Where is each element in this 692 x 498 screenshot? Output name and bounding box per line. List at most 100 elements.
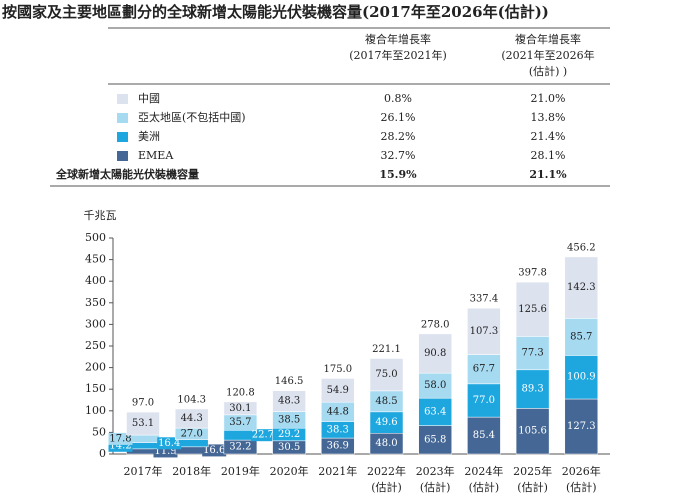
value-label: 107.3	[470, 326, 499, 337]
total-row-name: 全球新增太陽能光伏裝機容量	[55, 167, 199, 181]
cagr-value: 21.4%	[531, 130, 566, 143]
value-label: 100.9	[567, 372, 596, 383]
y-tick-label: 100	[85, 404, 106, 417]
y-tick-label: 300	[85, 317, 106, 330]
bar-segment	[467, 354, 501, 385]
value-label: 65.8	[424, 434, 446, 445]
cagr-value: 21.0%	[531, 92, 566, 105]
value-label: 63.4	[424, 406, 446, 417]
bar-segment	[418, 372, 452, 399]
label-box	[157, 437, 182, 450]
y-tick-label: 200	[85, 361, 106, 374]
total-label: 337.4	[470, 294, 499, 305]
bar-segment	[418, 397, 452, 426]
x-tick-note: (估計)	[566, 480, 597, 494]
table-header: 複合年增長率	[515, 32, 581, 46]
value-label: 48.0	[375, 438, 397, 449]
value-label: 38.5	[278, 414, 300, 425]
value-label: 77.3	[521, 348, 543, 359]
bar-segment	[418, 425, 452, 455]
value-label: 58.0	[424, 380, 446, 391]
value-label: 11.9	[154, 446, 176, 457]
total-label: 278.0	[421, 319, 450, 330]
total-label: 120.8	[226, 387, 255, 398]
legend-swatch	[117, 132, 128, 142]
y-tick-label: 350	[85, 296, 106, 309]
value-label: 16.6	[203, 445, 225, 456]
x-tick-label: 2019年	[221, 464, 260, 478]
cagr-value: 26.1%	[381, 111, 416, 124]
total-label: 456.2	[567, 242, 596, 253]
bar-segment	[467, 416, 501, 455]
value-label: 17.8	[109, 433, 131, 444]
value-label: 35.7	[229, 417, 251, 428]
cagr-value: 0.8%	[384, 92, 412, 105]
y-unit: 千兆瓦	[84, 209, 117, 222]
bar-segment	[564, 398, 599, 455]
value-label: 89.3	[521, 384, 543, 395]
y-tick-label: 250	[85, 339, 106, 352]
cagr-value: 28.1%	[531, 149, 566, 162]
total-label: 175.0	[323, 364, 352, 375]
x-tick-label: 2026年	[562, 464, 601, 478]
value-label: 36.9	[327, 441, 349, 452]
legend-label: EMEA	[138, 149, 174, 162]
table-header: (2017年至2021年)	[349, 48, 447, 62]
legend-label: 中國	[138, 92, 160, 105]
value-label: 54.9	[327, 385, 349, 396]
legend-swatch	[117, 151, 128, 161]
table-header: (估計) )	[529, 64, 567, 78]
bar-segment	[272, 390, 306, 412]
y-tick-label: 50	[92, 425, 106, 438]
y-tick-label: 500	[85, 231, 106, 244]
value-label: 30.5	[278, 442, 300, 453]
bar-segment	[515, 336, 550, 371]
value-label: 48.3	[278, 396, 300, 407]
label-box	[108, 432, 133, 445]
value-label: 44.8	[327, 406, 349, 417]
value-label: 22.7	[252, 430, 274, 441]
x-tick-label: 2025年	[513, 464, 552, 478]
value-label: 29.2	[278, 429, 300, 440]
x-tick-note: (估計)	[420, 480, 451, 494]
x-tick-label: 2020年	[270, 464, 309, 478]
bar-segment	[515, 281, 550, 337]
total-label: 104.3	[177, 394, 206, 405]
value-label: 53.1	[132, 418, 154, 429]
value-label: 44.3	[181, 413, 203, 424]
table-header: 複合年增長率	[365, 32, 431, 46]
total-label: 397.8	[518, 268, 547, 279]
x-tick-label: 2022年	[367, 464, 406, 478]
bar-segment	[174, 408, 209, 429]
label-box	[250, 429, 275, 442]
value-label: 30.1	[229, 403, 251, 414]
y-tick-label: 400	[85, 274, 106, 287]
legend-swatch	[117, 113, 128, 123]
bar-segment	[467, 383, 501, 418]
bar-segment	[369, 358, 404, 392]
cagr-value: 32.7%	[381, 149, 416, 162]
bar-segment	[564, 318, 599, 356]
value-label: 77.0	[473, 395, 495, 406]
bar-segment	[564, 355, 599, 400]
table-header: (2021年至2026年	[501, 48, 594, 62]
value-label: 14.2	[109, 440, 131, 451]
bar-segment	[515, 369, 550, 409]
x-tick-note: (估計)	[517, 480, 548, 494]
value-label: 105.6	[518, 426, 547, 437]
total-cagr: 21.1%	[529, 168, 567, 181]
value-label: 142.3	[567, 282, 596, 293]
x-tick-label: 2018年	[172, 464, 211, 478]
y-tick-label: 450	[85, 253, 106, 266]
value-label: 127.3	[567, 421, 596, 432]
bar-segment	[564, 256, 599, 319]
legend-label: 亞太地區(不包括中國)	[138, 110, 246, 124]
value-label: 27.0	[181, 428, 203, 439]
label-box	[202, 444, 227, 457]
value-label: 32.2	[229, 442, 251, 453]
value-label: 125.6	[518, 304, 547, 315]
bar-segment	[223, 401, 258, 416]
value-label: 49.6	[375, 417, 397, 428]
x-tick-label: 2021年	[318, 464, 357, 478]
